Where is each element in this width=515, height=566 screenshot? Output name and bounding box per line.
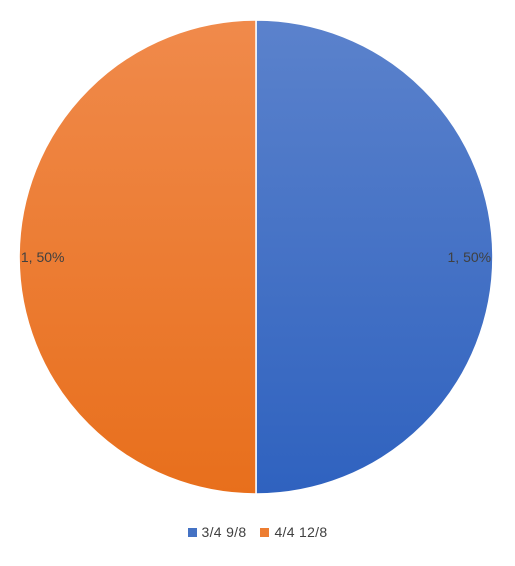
legend-swatch-series-1	[187, 527, 197, 537]
pie-data-label-2: 1, 50%	[21, 249, 65, 265]
pie-data-label-1: 1, 50%	[448, 249, 492, 265]
pie-slices	[18, 19, 494, 495]
legend-label-series-1: 3/4 9/8	[201, 524, 247, 540]
legend-label-series-2: 4/4 12/8	[274, 524, 328, 540]
pie-slice-1	[255, 19, 494, 495]
chart-legend: 3/4 9/8 4/4 12/8	[0, 524, 515, 540]
pie-data-labels: 1, 50% 1, 50%	[21, 249, 491, 265]
legend-item-series-1: 3/4 9/8	[187, 524, 247, 540]
legend-swatch-series-2	[260, 527, 270, 537]
pie-slice-2	[18, 19, 257, 495]
legend-item-series-2: 4/4 12/8	[260, 524, 327, 540]
